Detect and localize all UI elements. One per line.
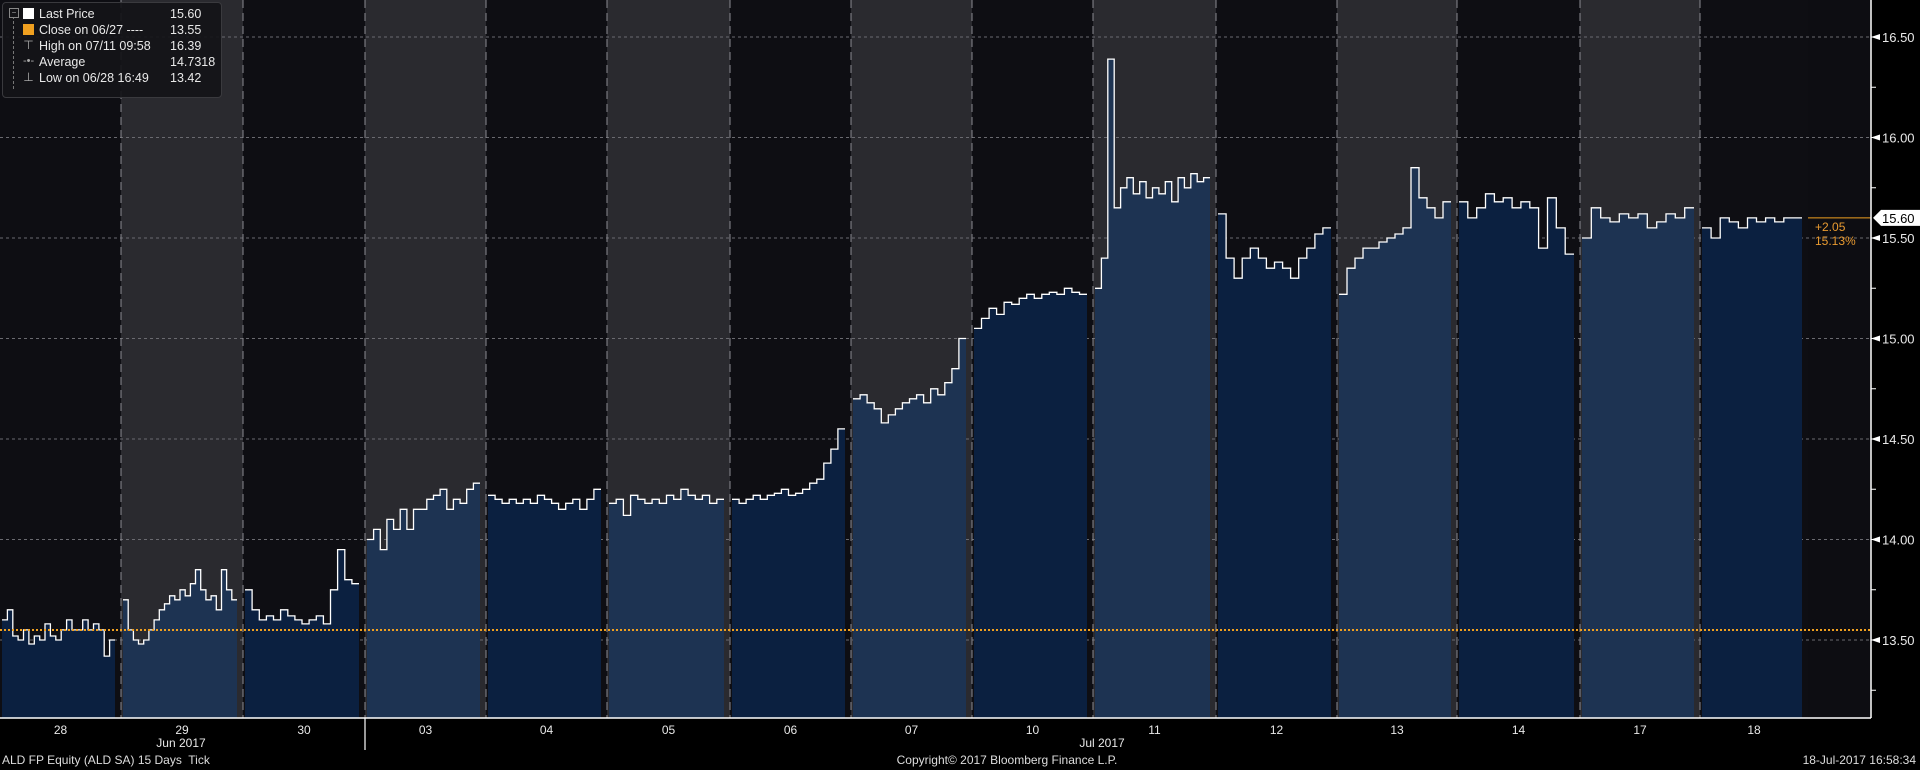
y-tick-label: 13.50	[1882, 633, 1915, 648]
x-tick-label-07: 07	[905, 723, 919, 737]
y-tick-label: 14.00	[1882, 533, 1915, 548]
y-tick-label: 15.50	[1882, 231, 1915, 246]
price-line-29	[123, 569, 237, 645]
price-line-10	[974, 287, 1087, 330]
x-tick-label-13: 13	[1390, 723, 1404, 737]
x-tick-label-14: 14	[1512, 723, 1526, 737]
price-area-10	[974, 288, 1087, 718]
y-tick-marker	[1871, 637, 1880, 643]
x-tick-label-04: 04	[540, 723, 554, 737]
y-tick-label: 14.50	[1882, 432, 1915, 447]
price-area-04	[488, 489, 601, 718]
y-tick-marker	[1871, 134, 1880, 141]
x-tick-label-28: 28	[54, 723, 68, 737]
x-tick-label-18: 18	[1747, 723, 1761, 737]
month-label: Jul 2017	[1079, 736, 1125, 750]
legend-item-last-price: Last Price 15.60	[3, 6, 221, 22]
orange-square-icon	[23, 24, 34, 35]
future-background	[1808, 0, 1871, 718]
collapse-icon[interactable]: −	[9, 8, 19, 18]
x-tick-label-10: 10	[1026, 723, 1040, 737]
price-line-14	[1459, 193, 1574, 255]
y-tick-label: 16.50	[1882, 30, 1915, 45]
y-tick-label: 15.00	[1882, 332, 1915, 347]
last-price-tag	[1873, 209, 1920, 226]
x-tick-label-17: 17	[1633, 723, 1647, 737]
low-marker-icon: ⊥	[23, 70, 34, 84]
price-line-28	[2, 609, 115, 657]
price-line-11	[1095, 58, 1210, 289]
legend: − Last Price 15.60 Close on 06/27 ---- 1…	[2, 2, 222, 98]
last-price-tag-label: 15.60	[1882, 211, 1915, 226]
legend-item-close: Close on 06/27 ---- 13.55	[3, 22, 221, 38]
price-area-28	[2, 609, 115, 718]
price-line-13	[1339, 167, 1451, 295]
price-line-07	[853, 337, 966, 424]
price-area-05	[609, 489, 724, 718]
security-description: ALD FP Equity (ALD SA) 15 Days Tick	[2, 753, 210, 767]
timestamp: 18-Jul-2017 16:58:34	[1802, 753, 1916, 767]
x-tick-label-12: 12	[1270, 723, 1284, 737]
price-area-06	[732, 428, 845, 718]
x-tick-label-06: 06	[784, 723, 798, 737]
price-line-30	[245, 548, 359, 625]
price-area-03	[367, 483, 480, 718]
high-marker-icon: ⊤	[23, 38, 34, 52]
price-area-11	[1095, 59, 1210, 719]
price-line-03	[367, 482, 480, 551]
price-area-12	[1218, 213, 1331, 718]
price-area-17	[1582, 207, 1694, 719]
price-line-17	[1582, 207, 1694, 239]
x-tick-label-03: 03	[419, 723, 433, 737]
x-tick-label-05: 05	[662, 723, 676, 737]
price-line-12	[1218, 213, 1331, 279]
y-tick-marker	[1871, 34, 1880, 40]
legend-item-average: -•- Average 14.7318	[23, 55, 216, 69]
price-area-18	[1702, 217, 1802, 718]
price-area-13	[1339, 167, 1451, 718]
x-tick-label-30: 30	[297, 723, 311, 737]
x-tick-label-11: 11	[1148, 723, 1161, 737]
legend-tree-line	[13, 11, 20, 89]
y-tick-marker	[1871, 436, 1880, 442]
y-tick-marker	[1871, 335, 1880, 342]
day-background-28	[0, 0, 121, 718]
white-square-icon	[23, 8, 34, 19]
y-tick-marker	[1871, 536, 1880, 543]
price-line-06	[732, 428, 845, 504]
price-area-29	[123, 569, 237, 718]
price-line-18	[1702, 217, 1802, 239]
legend-item-high: ⊤ High on 07/11 09:58 16.39	[23, 38, 202, 53]
legend-item-low: ⊥ Low on 06/28 16:49 13.42	[23, 70, 202, 85]
price-area-14	[1459, 193, 1574, 719]
change-pct-label: 15.13%	[1815, 234, 1856, 248]
average-marker-icon: -•-	[23, 55, 35, 67]
price-area-07	[853, 338, 966, 718]
x-tick-label-29: 29	[175, 723, 189, 737]
copyright: Copyright© 2017 Bloomberg Finance L.P.	[896, 753, 1118, 767]
y-tick-label: 16.00	[1882, 131, 1915, 146]
month-label: Jun 2017	[156, 736, 206, 750]
price-line-04	[488, 488, 601, 510]
y-tick-marker	[1871, 235, 1880, 241]
price-line-05	[609, 488, 724, 517]
change-label: +2.05	[1815, 220, 1846, 234]
